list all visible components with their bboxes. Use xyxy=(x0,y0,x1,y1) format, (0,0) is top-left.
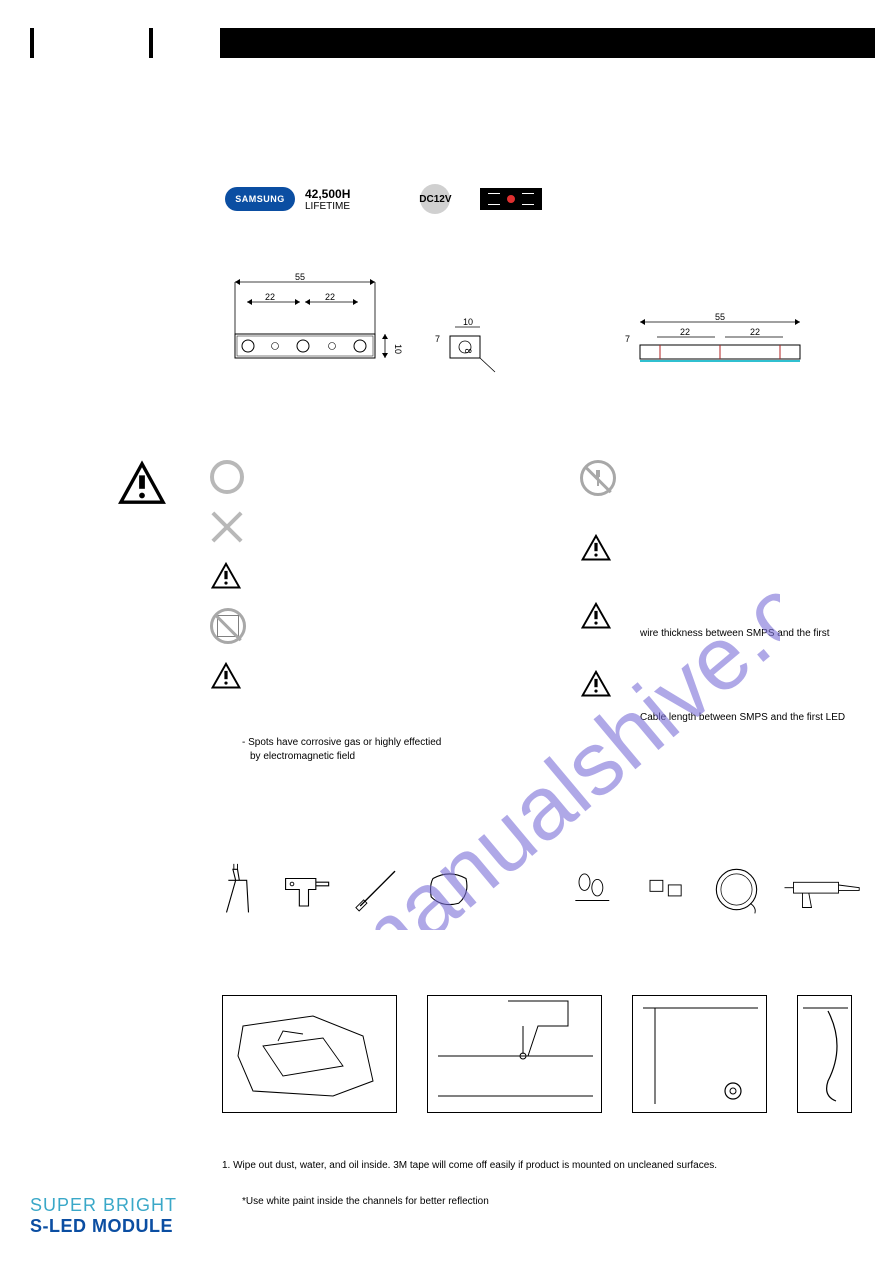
cloth-icon xyxy=(422,862,477,917)
install-step-2 xyxy=(427,995,602,1113)
samsung-logo: SAMSUNG xyxy=(225,187,295,211)
dim-b: 22 xyxy=(325,292,335,302)
dim-r-width: 55 xyxy=(715,312,725,322)
install-step-1 xyxy=(222,995,397,1113)
dim-height: 10 xyxy=(393,344,403,354)
instruction-step-1: 1. Wipe out dust, water, and oil inside.… xyxy=(222,1160,717,1171)
dim-side-w: 10 xyxy=(463,317,473,327)
wire-coil-icon xyxy=(709,862,764,917)
polarity-dot xyxy=(507,195,515,203)
wire-thickness-text: wire thickness between SMPS and the firs… xyxy=(640,628,830,639)
mount-illustration xyxy=(633,996,768,1114)
header-black-bar xyxy=(220,28,875,58)
spots-line2: by electromagnetic field xyxy=(242,750,441,764)
tick-mark xyxy=(30,28,34,58)
installation-steps xyxy=(222,995,852,1113)
cable-length-text: Cable length between SMPS and the first … xyxy=(640,712,845,723)
prohibited-screwdriver-icon xyxy=(580,460,616,496)
dim-side-h: 7 xyxy=(435,334,440,344)
wire-illustration xyxy=(798,996,853,1114)
dim-width: 55 xyxy=(295,272,305,282)
dim-r-h: 7 xyxy=(625,334,630,344)
spots-line1: - Spots have corrosive gas or highly eff… xyxy=(242,736,441,750)
dim-side-inner: 8 xyxy=(463,348,473,353)
allowed-icon xyxy=(210,460,244,494)
caulk-gun-icon xyxy=(780,862,870,917)
lifetime-hours: 42,500H xyxy=(305,187,350,201)
wire-nuts-icon xyxy=(568,862,623,917)
box-icon xyxy=(217,615,239,637)
dimension-svg: 55 22 22 10 10 7 xyxy=(220,272,860,387)
lifetime-badge: 42,500H LIFETIME xyxy=(305,187,350,212)
instruction-note: *Use white paint inside the channels for… xyxy=(242,1196,489,1207)
warning-triangle-icon xyxy=(580,600,612,632)
screwdriver-icon xyxy=(590,468,606,488)
symbol-column-left xyxy=(210,460,246,692)
warning-triangle-icon xyxy=(118,460,166,508)
brand-line-2: S-LED MODULE xyxy=(30,1216,177,1237)
pliers-icon xyxy=(210,862,265,917)
drill-illustration xyxy=(428,996,603,1114)
lifetime-label: LIFETIME xyxy=(305,201,350,212)
polarity-mark xyxy=(522,204,534,205)
badge-row: SAMSUNG 42,500H LIFETIME DC12V xyxy=(225,184,542,214)
screwdriver-icon xyxy=(351,862,406,917)
corrosive-gas-text: - Spots have corrosive gas or highly eff… xyxy=(242,736,441,764)
dc-voltage-text: DC12V xyxy=(419,194,451,205)
watermark: manualshive.com xyxy=(160,390,780,930)
polarity-icon xyxy=(480,188,542,210)
dim-a: 22 xyxy=(265,292,275,302)
prohibited-box-icon xyxy=(210,608,246,644)
polarity-mark xyxy=(488,204,500,205)
wipe-illustration xyxy=(223,996,398,1114)
symbol-column-right xyxy=(580,460,616,700)
main-warning-icon xyxy=(118,460,166,511)
warning-triangle-icon xyxy=(580,532,612,564)
install-step-4 xyxy=(797,995,852,1113)
dim-r-a: 22 xyxy=(680,327,690,337)
warning-triangle-icon xyxy=(580,668,612,700)
dim-r-b: 22 xyxy=(750,327,760,337)
dc-voltage-badge: DC12V xyxy=(420,184,450,214)
dimension-diagrams: 55 22 22 10 10 7 xyxy=(220,272,860,387)
tools-row xyxy=(210,855,870,923)
tick-mark xyxy=(149,28,153,58)
not-allowed-icon xyxy=(210,510,244,544)
connectors-icon xyxy=(639,862,694,917)
header-tick-marks xyxy=(30,28,153,58)
warning-triangle-icon xyxy=(210,660,242,692)
drill-icon xyxy=(281,862,336,917)
polarity-mark xyxy=(522,193,534,194)
install-step-3 xyxy=(632,995,767,1113)
footer-brand: SUPER BRIGHT S-LED MODULE xyxy=(30,1195,177,1237)
polarity-mark xyxy=(488,193,500,194)
warning-triangle-icon xyxy=(210,560,242,592)
brand-line-1: SUPER BRIGHT xyxy=(30,1195,177,1216)
